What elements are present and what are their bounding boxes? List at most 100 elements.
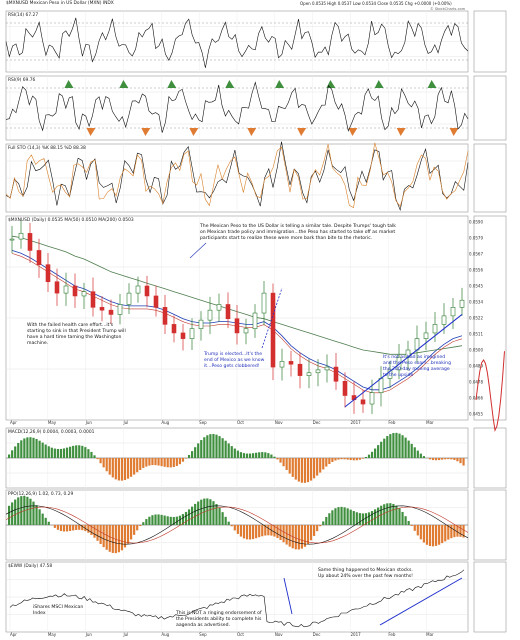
hist-bar	[53, 448, 56, 458]
macd-hist-bar	[367, 512, 371, 525]
macd-hist-bar	[62, 525, 66, 532]
hist-bar	[133, 458, 136, 475]
price-bar	[162, 307, 168, 325]
rsi1-line	[5, 17, 469, 68]
macd-hist-bar	[175, 516, 178, 525]
macd-hist-bar	[407, 520, 410, 525]
hist-bar	[93, 455, 96, 458]
eww-line	[9, 569, 465, 628]
watermark: © StockCharts.com	[430, 7, 466, 11]
hist-bar	[84, 447, 87, 458]
macd-hist-bar	[200, 499, 203, 525]
macd-hist-bar	[252, 525, 255, 540]
hist-bar	[75, 445, 78, 458]
macd-hist-bar	[425, 525, 429, 545]
macd-hist-bar	[151, 515, 154, 525]
hist-bar	[456, 458, 459, 462]
macd-hist-bar	[401, 511, 404, 525]
macd-hist-bar	[285, 525, 288, 545]
macd-hist-bar	[142, 522, 145, 525]
price-bar	[333, 366, 339, 382]
price-bar	[450, 307, 456, 317]
macd-hist-bar	[361, 513, 364, 525]
macd-hist-bar	[35, 505, 38, 525]
rsi-oversold-fill	[189, 128, 199, 136]
macd-hist-bar	[316, 525, 319, 532]
macd-hist-bar	[69, 525, 72, 531]
hist-bar	[163, 458, 166, 467]
hist-bar	[50, 447, 53, 458]
thumb-rsi2	[473, 75, 507, 141]
price-bar	[108, 309, 114, 315]
macd-hist-bar	[276, 525, 279, 539]
price-axis-label: 0.0522	[469, 316, 483, 321]
hist-bar	[62, 448, 66, 458]
price-axis-label: 0.0579	[469, 236, 483, 241]
hist-bar	[441, 458, 444, 460]
macd-hist-bar	[258, 525, 261, 538]
hist-bar	[319, 458, 322, 473]
hist-bar	[206, 435, 209, 458]
rsi2-label: RSI(9) 69.76	[8, 78, 36, 83]
price-bar	[126, 292, 132, 305]
macd-hist-bar	[163, 515, 166, 525]
macd-hist-bar	[267, 525, 270, 536]
macd-hist-bar	[459, 525, 462, 537]
hist-bar	[291, 458, 294, 477]
hist-bar	[267, 453, 270, 458]
macd-hist-bar	[102, 525, 105, 548]
macd-hist-bar	[87, 525, 90, 533]
hist-bar	[154, 458, 157, 466]
hist-bar	[242, 453, 246, 458]
hist-bar	[404, 437, 407, 458]
hist-bar	[184, 458, 188, 459]
price-bar	[27, 233, 33, 251]
hist-bar	[114, 458, 117, 480]
macd-hist-bar	[11, 502, 14, 525]
price-bar	[54, 281, 60, 294]
price-bar	[396, 356, 402, 371]
macd-hist-bar	[224, 516, 227, 525]
hist-bar	[355, 458, 358, 461]
hist-bar	[334, 458, 337, 461]
macd-hist-bar	[41, 513, 44, 525]
price-axis-label: 0.0500	[469, 348, 483, 353]
macd-hist-bar	[322, 521, 325, 525]
price-bar	[360, 399, 366, 405]
price-axis-label: 0.0567	[469, 252, 483, 257]
month-tick-label: Jun	[85, 632, 93, 637]
hist-bar	[255, 452, 258, 458]
hist-bar	[81, 445, 84, 458]
hist-bar	[309, 458, 313, 481]
macd-hist-bar	[65, 525, 69, 532]
month-tick-label: Aug	[161, 632, 169, 637]
hist-bar	[264, 452, 267, 458]
hist-bar	[32, 437, 35, 458]
month-tick-label: 2017	[351, 420, 362, 425]
thumb-price	[473, 215, 507, 421]
macd-hist-bar	[93, 525, 96, 538]
price-bar	[45, 264, 51, 283]
month-tick-label: Mar	[426, 420, 434, 425]
month-tick-label: Jun	[85, 420, 93, 425]
hist-bar	[41, 442, 44, 458]
macd-hist-bar	[404, 516, 407, 525]
macd-hist-bar	[239, 525, 242, 537]
macd-hist-bar	[380, 505, 383, 525]
price-bar	[216, 304, 222, 311]
rsi-oversold-fill	[247, 128, 257, 136]
macd-hist-bar	[215, 504, 218, 525]
price-axis-label: 0.0478	[469, 380, 483, 385]
hist-bar	[157, 458, 160, 466]
rsi-oversold-fill	[348, 128, 358, 136]
stoch-k-line	[5, 141, 469, 212]
top-note-arrow	[189, 242, 207, 259]
macd-hist-bar	[337, 507, 340, 525]
month-tick-label: May	[48, 420, 57, 425]
price-bar	[279, 361, 285, 368]
bottom-label: $EWW (Daily) 47.58	[8, 564, 53, 569]
macd-hist-bar	[438, 525, 441, 545]
hist-bar	[72, 445, 75, 458]
macd-hist-bar	[154, 514, 157, 525]
hist-bar	[453, 458, 456, 461]
